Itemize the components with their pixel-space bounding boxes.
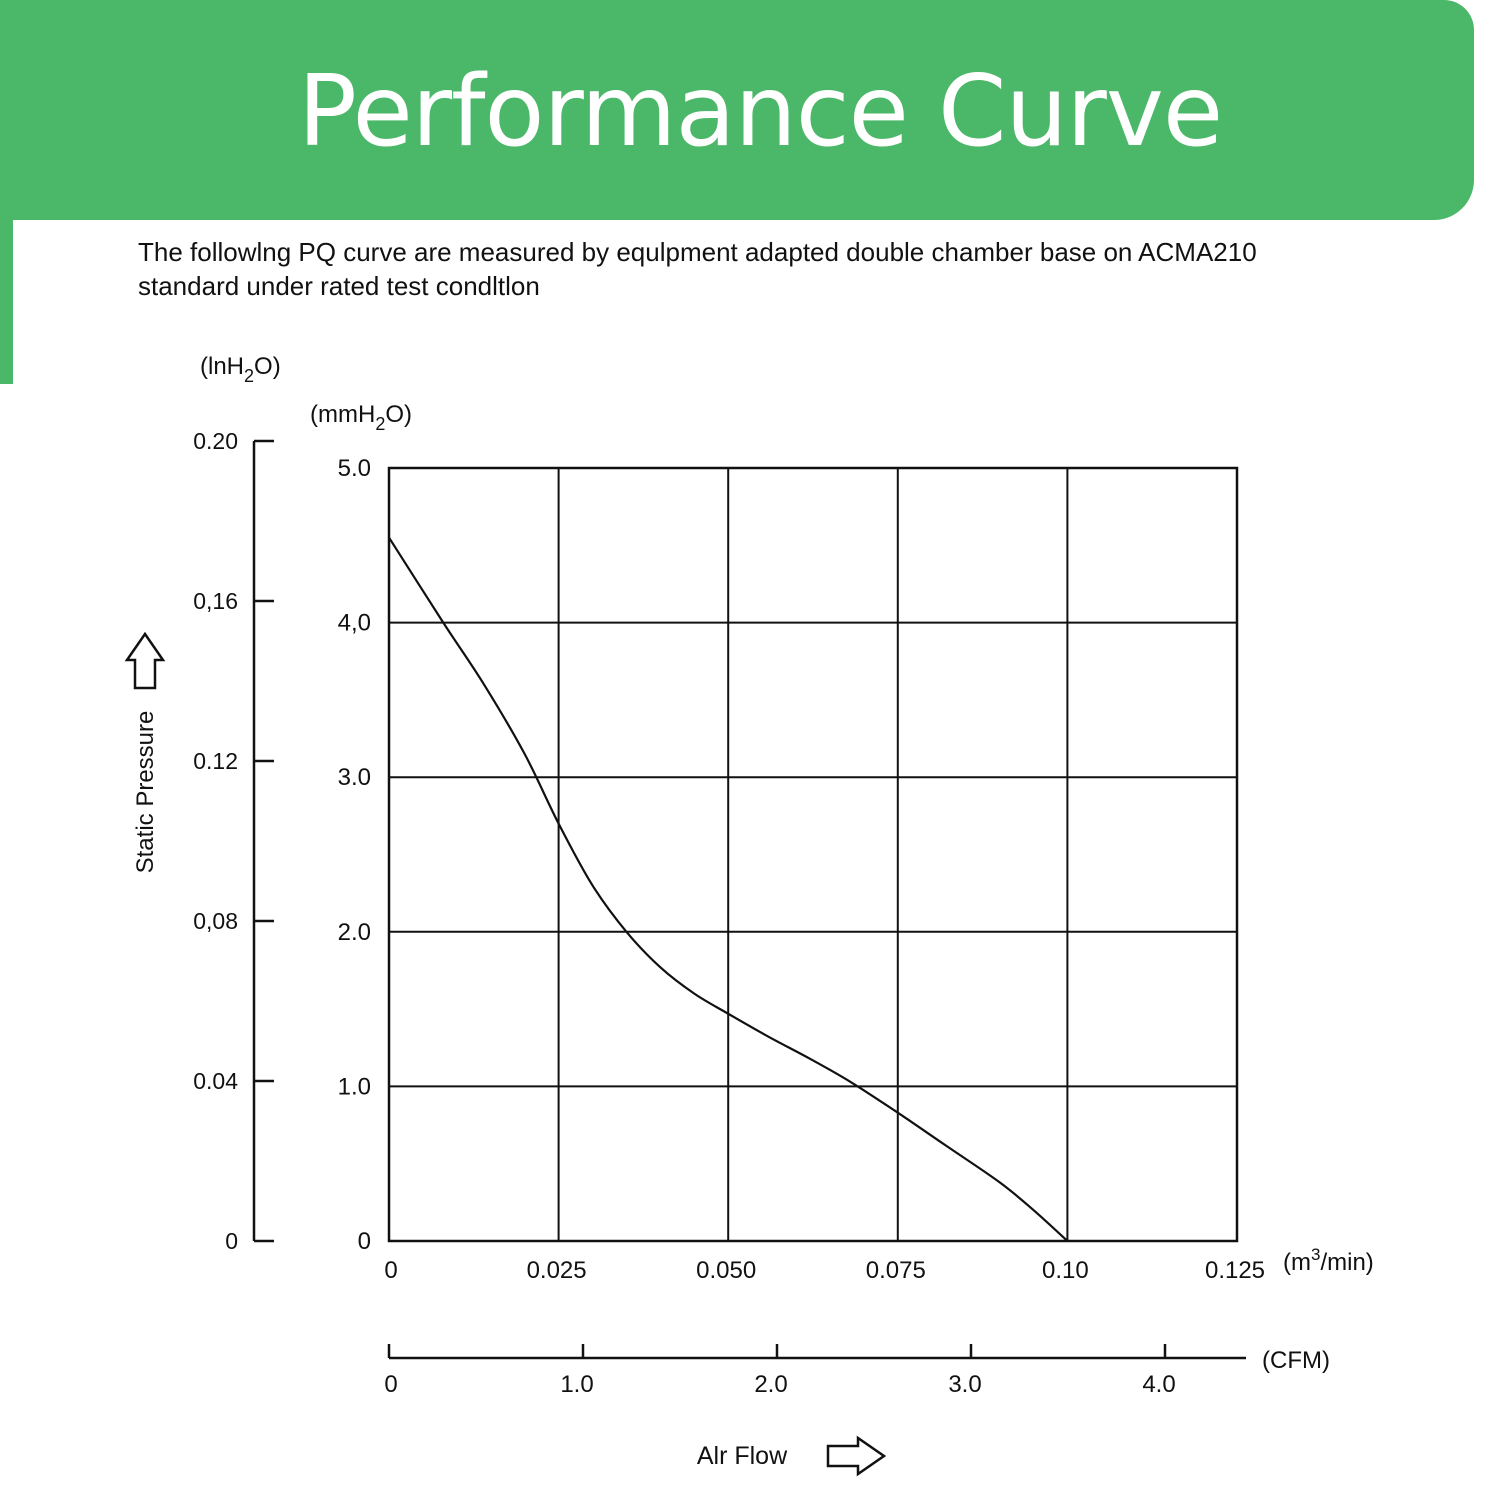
secondary-y-tick-label: 0.12 [193,748,238,774]
y-tick-label: 2.0 [338,919,371,946]
x-tick-label: 0.10 [1042,1257,1089,1284]
y-axis-title: Static Pressure [132,711,159,874]
x-unit-secondary: (CFM) [1262,1347,1330,1374]
secondary-y-tick-label: 0.04 [193,1068,238,1094]
cfm-tick-label: 4.0 [1142,1371,1175,1398]
plot-frame [387,466,1239,1243]
chart-caption: The followlng PQ curve are measured by e… [138,235,1438,303]
y-tick-label: 3.0 [338,764,371,791]
secondary-y-tick-label: 0 [225,1228,238,1254]
arrow-up-icon [124,631,166,690]
x-unit-primary: (m3/min) [1283,1245,1374,1276]
cfm-tick-label: 0 [384,1371,397,1398]
page-title: Performance Curve [297,55,1223,169]
x-tick-label: 0.125 [1205,1257,1265,1284]
secondary-y-tick-label: 0.20 [193,428,238,454]
arrow-right-icon [826,1435,887,1477]
secondary-y-tick-label: 0,16 [193,588,238,614]
cfm-tick-label: 1.0 [560,1371,593,1398]
y-tick-label: 1.0 [338,1073,371,1100]
cfm-tick-label: 2.0 [754,1371,787,1398]
y-unit-primary: (mmH2O) [310,401,412,434]
cfm-tick-label: 3.0 [948,1371,981,1398]
secondary-y-tick-label: 0,08 [193,908,238,934]
pq-curve-line [388,536,1069,1242]
caption-line-1: The followlng PQ curve are measured by e… [138,237,1257,267]
y-unit-secondary: (lnH2O) [200,353,281,386]
y-tick-label: 0 [358,1228,371,1255]
x-tick-label: 0.050 [696,1257,756,1284]
banner-side-strip [0,200,13,384]
y-tick-label: 4,0 [338,610,371,637]
x-tick-label: 0.075 [866,1257,926,1284]
caption-line-2: standard under rated test condltlon [138,271,540,301]
y-tick-label: 5.0 [338,455,371,482]
x-tick-label: 0 [384,1257,397,1284]
x-axis-title: Alr Flow [697,1442,788,1470]
x-tick-label: 0.025 [527,1257,587,1284]
title-banner [0,0,1474,220]
